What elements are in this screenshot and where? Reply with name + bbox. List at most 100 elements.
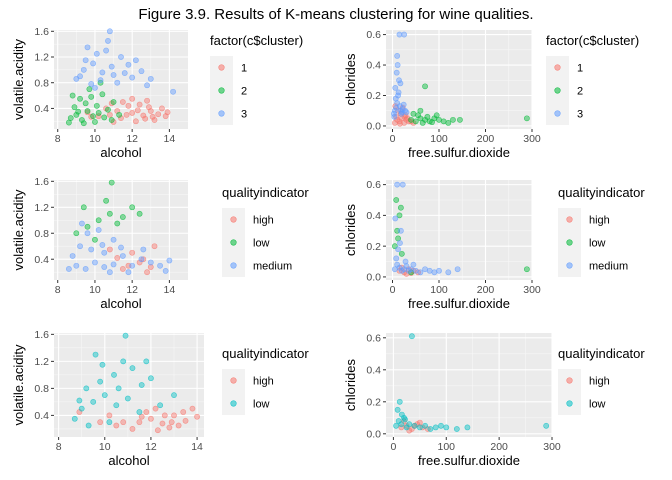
legend-key-point (566, 216, 573, 223)
x-tick-label: 10 (99, 441, 111, 453)
x-tick-label: 12 (126, 284, 138, 296)
data-point-series-2 (90, 113, 96, 120)
data-point-series-high (138, 413, 145, 420)
data-point-series-2 (95, 110, 102, 116)
data-point-series-low (427, 426, 434, 432)
data-point-series-medium (138, 256, 145, 263)
data-point-series-low (115, 385, 122, 392)
legend-label: 2 (241, 86, 247, 98)
x-tick-label: 8 (56, 441, 62, 453)
data-point-series-high (180, 409, 187, 415)
data-point-series-1 (144, 97, 150, 104)
data-point-series-low (148, 375, 154, 382)
legend-key-point (218, 64, 225, 71)
data-point-series-2 (110, 99, 117, 105)
legend-title: qualityindicator (222, 346, 309, 361)
data-point-series-low (101, 392, 108, 399)
data-point-series-high (154, 427, 161, 434)
data-point-series-2 (105, 106, 111, 113)
data-point-series-low (108, 179, 115, 186)
data-point-series-2 (419, 120, 426, 126)
data-point-series-high (166, 424, 173, 431)
data-point-series-3 (132, 57, 139, 64)
data-point-series-low (543, 422, 550, 429)
plot-background (386, 30, 532, 129)
legend-key-point (218, 87, 225, 94)
y-tick-label: 0.4 (34, 254, 49, 266)
data-point-series-high (113, 422, 120, 429)
x-axis-title: alcohol (108, 453, 149, 468)
data-point-series-3 (118, 54, 124, 60)
data-point-series-3 (93, 50, 100, 57)
data-point-series-medium (162, 268, 169, 274)
data-point-series-high (144, 269, 150, 276)
data-point-series-3 (82, 57, 89, 64)
y-tick-label: 1.2 (34, 356, 49, 368)
data-point-series-1 (125, 102, 132, 109)
x-tick-label: 0 (390, 441, 396, 453)
data-point-series-3 (92, 84, 98, 91)
data-point-series-medium (436, 267, 442, 274)
y-tick-label: 1.6 (34, 176, 49, 188)
data-point-series-medium (397, 240, 403, 246)
data-point-series-high (129, 249, 136, 256)
data-point-series-low (124, 395, 131, 402)
data-point-series-medium (445, 269, 452, 276)
data-point-series-low (114, 220, 121, 227)
y-tick-label: 0.2 (366, 241, 381, 253)
data-point-series-low (92, 236, 98, 243)
legend-key-point (230, 262, 237, 269)
legend-key-point (566, 377, 573, 384)
data-point-series-medium (65, 266, 72, 272)
data-point-series-3 (125, 61, 132, 68)
data-point-series-2 (429, 119, 435, 126)
data-point-series-low (97, 378, 104, 385)
data-point-series-3 (80, 66, 87, 73)
data-point-series-3 (110, 72, 117, 78)
data-point-series-2 (457, 116, 463, 123)
data-point-series-low (129, 365, 136, 372)
data-point-series-high (416, 419, 423, 426)
data-point-series-medium (101, 249, 108, 256)
data-point-series-high (136, 259, 143, 266)
chart-panel-3: 8 10 12 14 0.4 0.8 1.2 1.6 alcohol volatile.acidi… (11, 176, 309, 311)
data-point-series-3 (397, 80, 404, 87)
data-point-series-3 (392, 84, 399, 91)
data-point-series-low (411, 422, 418, 429)
data-point-series-low (396, 398, 403, 405)
data-point-series-3 (392, 95, 399, 102)
data-point-series-medium (99, 242, 106, 248)
data-point-series-high (136, 419, 143, 426)
chart-panel-6: 0 100 200 300 0.0 0.2 0.4 0.6 free.sulfur.dioxid… (343, 332, 645, 468)
legend-key-point (230, 377, 237, 384)
data-point-series-low (453, 426, 460, 432)
legend: qualityindicator high low medium (558, 185, 645, 277)
x-tick-label: 8 (55, 133, 61, 145)
data-point-series-low (398, 250, 405, 257)
data-point-series-2 (69, 92, 76, 99)
data-point-series-high (114, 255, 121, 261)
data-point-series-3 (84, 44, 91, 51)
data-point-series-2 (65, 119, 72, 126)
legend-key-point (230, 216, 237, 223)
data-point-series-medium (88, 246, 95, 253)
y-tick-label: 0.6 (366, 332, 381, 344)
chart-panel-2: 0 100 200 300 0.0 0.2 0.4 0.6 free.sulfur.dioxid… (343, 29, 639, 160)
data-point-series-low (171, 392, 177, 399)
data-point-series-1 (123, 111, 130, 118)
data-point-series-medium (393, 255, 400, 262)
data-point-series-1 (118, 115, 124, 121)
chart-panel-4: 0 100 200 300 0.0 0.2 0.4 0.6 free.sulfur.dioxid… (343, 179, 645, 311)
data-point-series-low (113, 402, 120, 409)
data-point-series-medium (417, 269, 424, 276)
legend-label: low (589, 238, 606, 250)
data-point-series-2 (445, 120, 452, 126)
x-axis-title: alcohol (100, 145, 141, 160)
data-point-series-low (111, 371, 117, 378)
y-tick-label: 0.4 (366, 210, 381, 222)
data-point-series-low (92, 351, 99, 358)
data-point-series-medium (402, 258, 409, 265)
data-point-series-2 (82, 100, 89, 107)
plot-background (54, 333, 204, 437)
legend: qualityindicator high low (558, 346, 645, 415)
